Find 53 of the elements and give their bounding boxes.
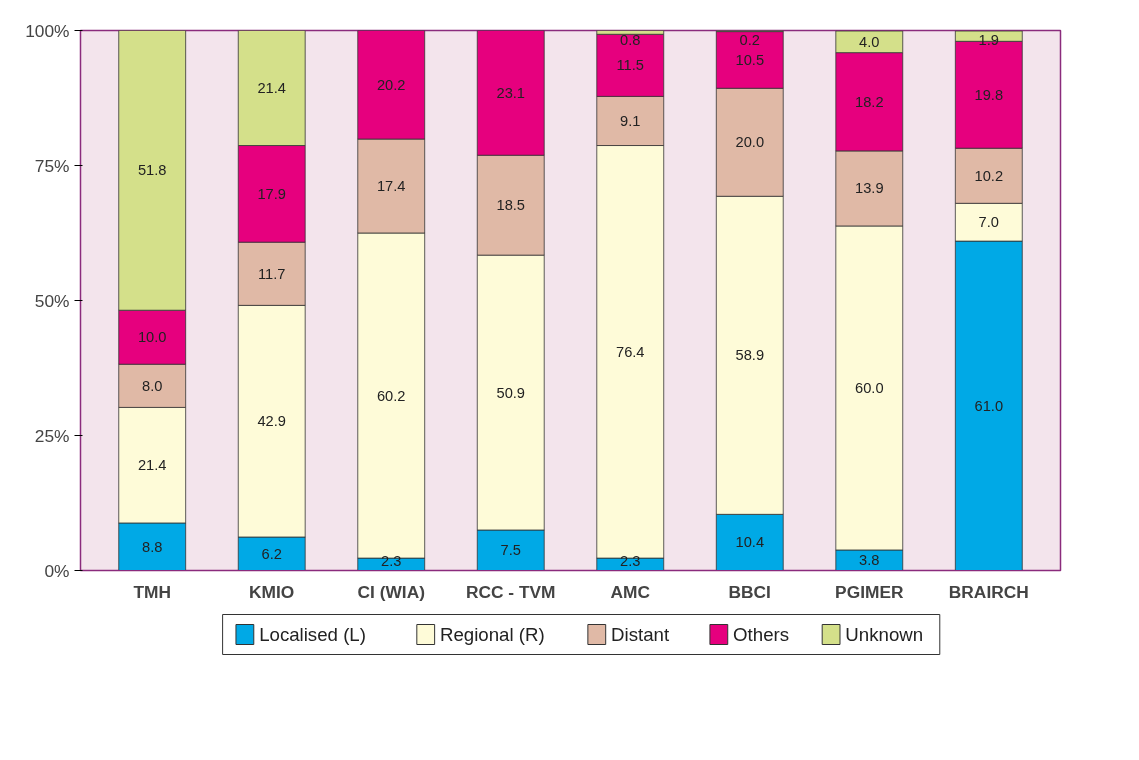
data-label: 76.4 — [615, 343, 645, 360]
data-label: 11.7 — [258, 265, 286, 282]
data-label: 4.0 — [859, 33, 880, 50]
legend-label: Distant — [611, 624, 670, 645]
data-label: 50.9 — [496, 384, 526, 401]
data-label: 10.4 — [735, 534, 765, 551]
data-label: 7.0 — [978, 214, 999, 231]
data-label: 6.2 — [261, 545, 282, 562]
data-label: 0.8 — [620, 31, 641, 48]
data-label: 18.2 — [855, 93, 884, 110]
legend-label: Localised (L) — [259, 624, 366, 645]
data-label: 21.4 — [257, 79, 286, 96]
data-label: 13.9 — [855, 180, 884, 197]
data-label: 61.0 — [974, 397, 1004, 414]
data-label: 60.0 — [855, 379, 884, 396]
x-tick-label: PGIMER — [835, 581, 904, 602]
x-tick-label: TMH — [133, 581, 171, 602]
data-label: 19.8 — [974, 86, 1004, 103]
data-label: 23.1 — [496, 84, 526, 101]
legend-label: Others — [733, 624, 790, 645]
x-tick-label: BBCI — [728, 581, 771, 602]
x-tick-label: KMIO — [249, 581, 295, 602]
data-label: 10.2 — [974, 167, 1004, 184]
data-label: 42.9 — [257, 413, 286, 430]
data-label: 7.5 — [500, 542, 521, 559]
x-tick-label: AMC — [610, 581, 651, 602]
data-label: 18.5 — [496, 197, 526, 214]
data-label: 17.4 — [376, 178, 406, 195]
data-label: 10.5 — [735, 51, 765, 68]
data-label: 8.0 — [142, 377, 163, 394]
x-tick-label: BRAIRCH — [948, 581, 1029, 602]
data-label: 58.9 — [735, 347, 765, 364]
y-tick-label: 0% — [44, 560, 70, 581]
data-label: 60.2 — [376, 387, 406, 404]
legend-label: Regional (R) — [439, 624, 545, 645]
data-label: 51.8 — [137, 162, 167, 179]
x-tick-label: RCC - TVM — [465, 581, 556, 602]
data-label: 21.4 — [137, 457, 167, 474]
data-label: 0.2 — [739, 31, 760, 48]
x-tick-label: CI (WIA) — [357, 581, 425, 602]
y-tick-label: 75% — [34, 155, 70, 176]
y-tick-label: 25% — [34, 425, 70, 446]
data-label: 3.8 — [859, 552, 880, 569]
data-label: 20.2 — [376, 76, 406, 93]
data-label: 17.9 — [257, 185, 286, 202]
data-label: 9.1 — [620, 112, 641, 129]
data-label: 10.0 — [137, 329, 167, 346]
y-tick-label: 50% — [34, 290, 70, 311]
data-label: 11.5 — [616, 57, 644, 74]
legend-label: Unknown — [845, 624, 924, 645]
data-label: 8.8 — [142, 538, 163, 555]
data-label: 20.0 — [735, 134, 765, 151]
y-tick-label: 100% — [25, 20, 70, 41]
